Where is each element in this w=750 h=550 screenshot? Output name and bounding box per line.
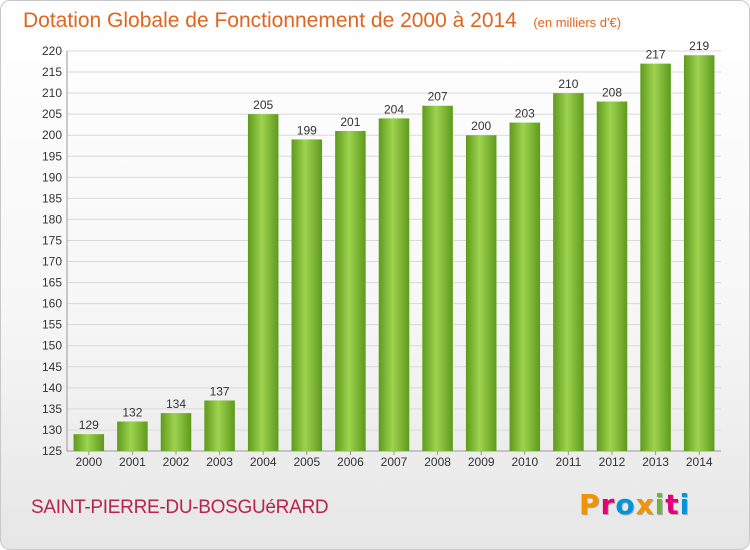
logo-letter: t bbox=[665, 488, 680, 521]
axes: 125 130 135 140 145 150 155 160 165 170 175 180 185 1… bbox=[42, 44, 721, 469]
title-row: Dotation Globale de Fonctionnement de 20… bbox=[23, 9, 621, 33]
bar-2006 bbox=[335, 131, 366, 451]
x-tick-label: 2004 bbox=[250, 455, 277, 469]
y-tick-label: 155 bbox=[42, 318, 62, 332]
data-label: 129 bbox=[79, 418, 99, 432]
bar-2012 bbox=[596, 101, 628, 452]
bars bbox=[73, 55, 715, 452]
bar-2014 bbox=[683, 55, 715, 452]
y-tick-label: 210 bbox=[42, 86, 62, 100]
x-tick-label: 2001 bbox=[119, 455, 146, 469]
data-label: 217 bbox=[646, 48, 666, 62]
data-label: 205 bbox=[253, 98, 273, 112]
logo-letter: x bbox=[635, 488, 655, 521]
x-tick-label: 2000 bbox=[75, 455, 102, 469]
y-tick-label: 185 bbox=[42, 191, 62, 205]
x-tick-label: 2011 bbox=[555, 455, 581, 469]
data-label: 132 bbox=[122, 406, 142, 420]
logo-letter: o bbox=[615, 488, 636, 521]
chart-unit: (en milliers d'€) bbox=[533, 15, 622, 30]
logo-letter: i bbox=[654, 488, 666, 521]
data-label: 207 bbox=[428, 90, 448, 104]
y-tick-label: 200 bbox=[42, 128, 62, 142]
bar-2007 bbox=[378, 118, 410, 452]
y-tick-label: 195 bbox=[42, 149, 62, 163]
y-tick-label: 215 bbox=[42, 65, 62, 79]
data-label: 219 bbox=[689, 39, 709, 53]
x-tick-label: 2012 bbox=[599, 455, 626, 469]
data-label: 137 bbox=[210, 384, 230, 398]
y-tick-label: 150 bbox=[42, 339, 62, 353]
y-tick-label: 145 bbox=[42, 360, 62, 374]
data-label: 199 bbox=[297, 123, 317, 137]
data-label: 201 bbox=[340, 115, 360, 129]
logo-letter: P bbox=[579, 488, 601, 521]
bar-2005 bbox=[291, 139, 323, 451]
data-label: 203 bbox=[515, 107, 535, 121]
data-label: 208 bbox=[602, 86, 622, 100]
bar-2008 bbox=[422, 105, 453, 451]
proxiti-logo: Proxiti bbox=[579, 488, 690, 521]
bar-2013 bbox=[640, 63, 671, 451]
x-tick-label: 2007 bbox=[381, 455, 408, 469]
commune-name: SAINT-PIERRE-DU-BOSGUéRARD bbox=[31, 497, 329, 518]
bar-2001 bbox=[117, 421, 148, 451]
data-label: 210 bbox=[558, 77, 578, 91]
x-tick-label: 2006 bbox=[337, 455, 364, 469]
y-tick-label: 135 bbox=[42, 402, 62, 416]
data-labels: 129 132 134 137 205 199 201 204 207 200 203 210 208 2… bbox=[79, 39, 710, 432]
x-tick-label: 2009 bbox=[468, 455, 495, 469]
y-tick-label: 205 bbox=[42, 107, 62, 121]
x-tick-label: 2002 bbox=[163, 455, 190, 469]
chart-title: Dotation Globale de Fonctionnement de 20… bbox=[23, 9, 517, 32]
x-tick-label: 2003 bbox=[206, 455, 233, 469]
bar-2003 bbox=[204, 400, 235, 451]
y-tick-label: 175 bbox=[42, 233, 62, 247]
y-tick-label: 190 bbox=[42, 170, 62, 184]
x-tick-label: 2014 bbox=[686, 455, 713, 469]
data-label: 200 bbox=[471, 119, 491, 133]
bar-2009 bbox=[465, 135, 497, 452]
bar-2002 bbox=[160, 413, 192, 451]
y-tick-label: 140 bbox=[42, 381, 62, 395]
bar-2011 bbox=[553, 93, 584, 452]
bar-2010 bbox=[509, 122, 541, 451]
y-tick-label: 170 bbox=[42, 255, 62, 269]
y-tick-label: 125 bbox=[42, 444, 62, 458]
bar-2004 bbox=[247, 114, 279, 451]
data-label: 204 bbox=[384, 102, 404, 116]
bar-2000 bbox=[73, 434, 105, 451]
x-tick-label: 2010 bbox=[511, 455, 538, 469]
logo-letter: r bbox=[600, 488, 616, 521]
y-tick-label: 130 bbox=[42, 423, 62, 437]
data-label: 134 bbox=[166, 397, 186, 411]
x-tick-label: 2005 bbox=[293, 455, 320, 469]
y-tick-label: 160 bbox=[42, 297, 62, 311]
y-tick-label: 180 bbox=[42, 212, 62, 226]
x-tick-label: 2008 bbox=[424, 455, 451, 469]
y-tick-label: 220 bbox=[42, 44, 62, 58]
y-tick-label: 165 bbox=[42, 276, 62, 290]
logo-letter: i bbox=[679, 488, 691, 521]
x-tick-label: 2013 bbox=[642, 455, 669, 469]
